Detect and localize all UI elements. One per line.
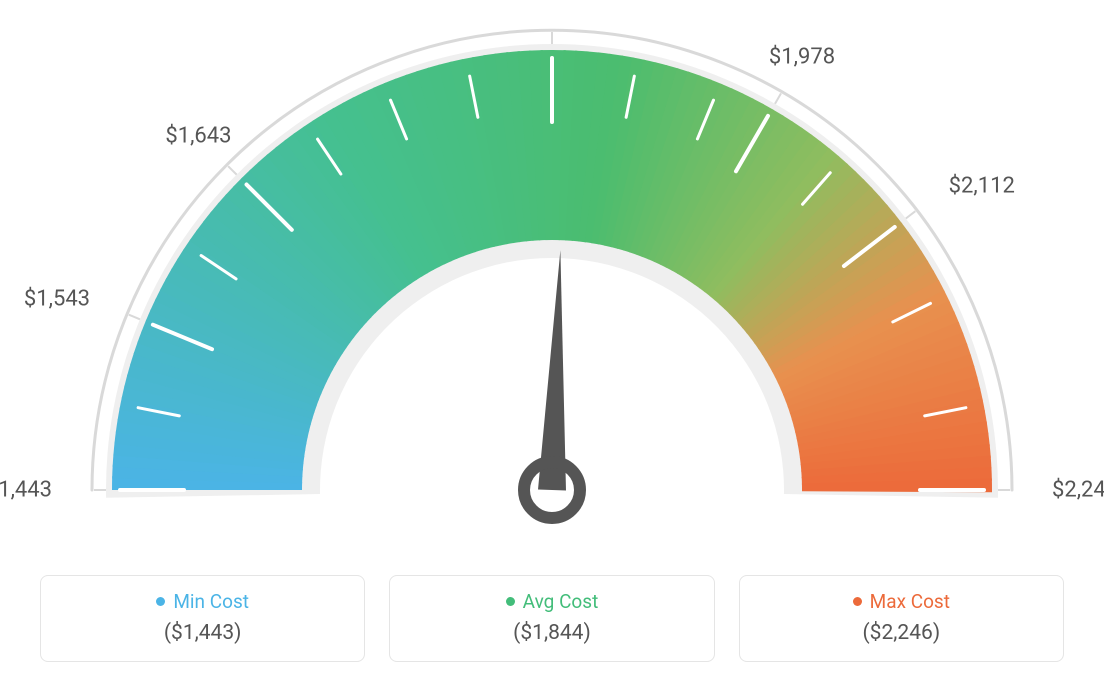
- avg-cost-label: Avg Cost: [408, 590, 695, 613]
- summary-cards: Min Cost ($1,443) Avg Cost ($1,844) Max …: [40, 575, 1064, 662]
- min-cost-label: Min Cost: [59, 590, 346, 613]
- min-label-text: Min Cost: [173, 590, 249, 613]
- gauge-tick-label: $2,246: [1052, 478, 1104, 503]
- max-cost-card: Max Cost ($2,246): [739, 575, 1064, 662]
- max-label-text: Max Cost: [870, 590, 950, 613]
- min-cost-card: Min Cost ($1,443): [40, 575, 365, 662]
- avg-label-text: Avg Cost: [523, 590, 599, 613]
- max-cost-label: Max Cost: [758, 590, 1045, 613]
- gauge-tick-label: $1,978: [769, 44, 835, 69]
- avg-cost-card: Avg Cost ($1,844): [389, 575, 714, 662]
- gauge-tick-label: $2,112: [949, 173, 1015, 198]
- max-cost-value: ($2,246): [758, 621, 1045, 645]
- min-cost-value: ($1,443): [59, 621, 346, 645]
- gauge-tick-label: $1,543: [24, 286, 90, 311]
- gauge-tick-label: $1,643: [165, 124, 231, 149]
- avg-cost-value: ($1,844): [408, 621, 695, 645]
- gauge-chart: $1,443$1,543$1,643$1,844$1,978$2,112$2,2…: [0, 0, 1104, 540]
- avg-dot-icon: [506, 597, 515, 606]
- gauge-tick-label: $1,443: [0, 478, 52, 503]
- min-dot-icon: [156, 597, 165, 606]
- max-dot-icon: [853, 597, 862, 606]
